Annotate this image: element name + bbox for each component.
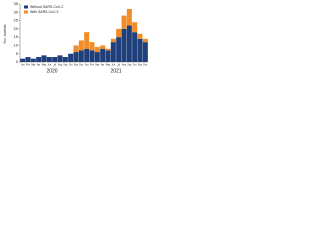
y-tick-label: 15 [14,34,19,39]
x-tick-label: Oct [133,64,137,67]
bar-segment [110,42,116,62]
bar-segment [89,50,95,62]
bar-segment [105,50,111,62]
bar-segment [20,58,26,62]
bar-segment [137,33,143,39]
bar-segment [142,42,148,62]
bar-segment [100,45,106,49]
x-tick-label: Jan [85,65,89,67]
bar-segment [46,57,52,62]
bar-segment [126,8,132,26]
bar-segment [94,47,100,53]
bar-segment [89,42,95,51]
x-tick-label: Oct [69,64,73,67]
bar-segment [121,28,127,62]
x-tick-label: Mar [95,64,99,67]
year-label: 2021 [110,68,121,74]
bar-segment [73,45,79,53]
bar-segment [36,57,42,62]
x-tick-label: Nov [74,65,79,67]
bar-segment [132,22,138,33]
bar-segment [84,48,90,62]
year-label: 2020 [46,68,57,74]
bar-segment [78,50,84,62]
x-tick-label: May [42,65,47,67]
x-tick-label: Jan [21,65,25,67]
y-tick-label: 0 [16,59,19,64]
bar-segment [116,37,122,62]
x-tick-label: Aug [58,64,63,67]
x-tick-label: Dec [143,65,148,67]
y-tick-label: 20 [14,26,19,31]
bar-segment [121,15,127,29]
bar-segment [52,57,58,62]
x-tick-label: Nov [138,65,143,67]
x-tick-label: Aug [122,64,127,67]
x-tick-label: Jul [117,65,120,67]
x-tick-label: Mar [31,64,35,67]
x-tick-label: Dec [79,65,84,67]
x-tick-label: Apr [101,64,105,67]
x-tick-label: Apr [37,64,41,67]
bar-segment [84,32,90,49]
bar-segment [126,25,132,63]
bar-segment [137,38,143,62]
y-tick-label: 10 [14,42,19,47]
y-tick-label: 25 [14,18,19,23]
x-tick-label: Feb [26,65,31,67]
bar-segment [142,38,148,43]
bar-segment [116,28,122,38]
bar-segment [41,55,47,62]
legend-label: With SARS-CoV-2 [30,10,58,14]
bar-segment [105,48,111,51]
x-tick-label: Jun [47,65,51,67]
y-tick-label: 35 [14,1,19,6]
bar-segment [73,52,79,62]
bar-segment [94,52,100,62]
bar-segment [62,57,68,62]
legend-swatch [24,5,28,9]
bar-segment [132,32,138,62]
y-axis-label: No. events [2,24,7,43]
x-tick-label: Jun [111,65,115,67]
legend-label: Without SARS-CoV-2 [30,5,63,9]
legend-swatch [24,10,28,14]
x-tick-label: Sep [127,65,132,67]
x-tick-label: Jul [53,65,56,67]
y-tick-label: 5 [16,51,19,56]
bar-segment [68,53,74,62]
x-tick-label: Sep [63,65,68,67]
bar-segment [57,55,63,62]
bar-segment [30,58,36,62]
x-tick-label: Feb [90,65,95,67]
y-tick-label: 30 [14,9,19,14]
bar-segment [100,48,106,62]
bar-segment [25,57,31,62]
bar-segment [110,38,116,43]
x-tick-label: May [106,65,111,67]
bar-segment [78,40,84,51]
